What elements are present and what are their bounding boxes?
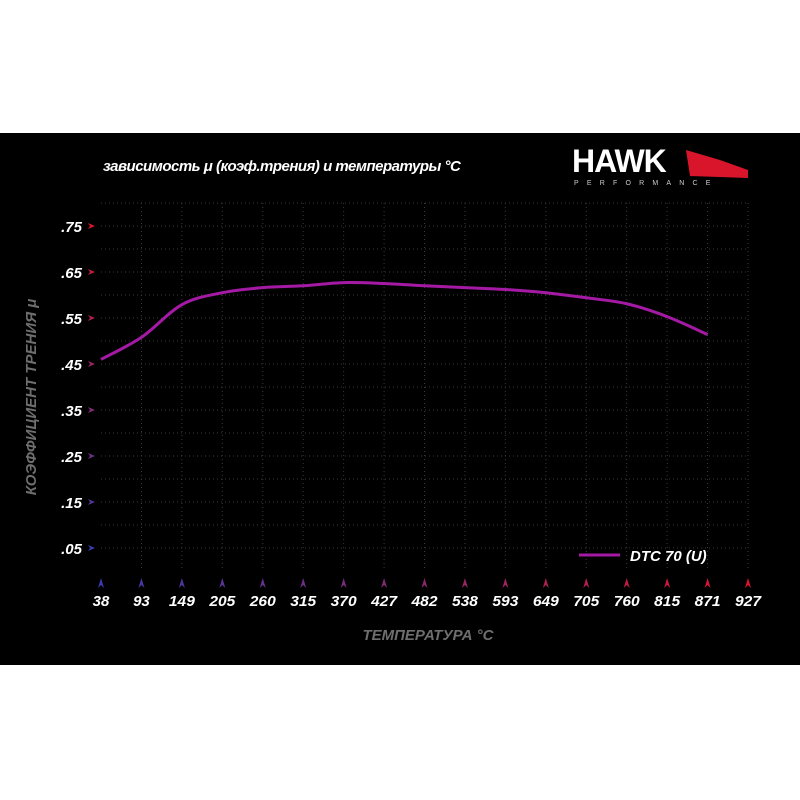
x-tick-arrow-icon	[98, 578, 104, 588]
y-tick-label: .75	[61, 219, 83, 236]
x-tick-label: 427	[370, 593, 398, 610]
x-tick-arrow-icon	[219, 578, 226, 588]
y-tick-arrow-icon	[88, 499, 95, 505]
x-tick-label: 927	[735, 593, 762, 610]
x-tick-label: 593	[492, 593, 519, 610]
x-tick-label: 482	[410, 593, 438, 610]
y-tick-arrow-icon	[88, 545, 95, 551]
y-tick-arrow-icon	[88, 407, 95, 413]
x-tick-arrow-icon	[583, 578, 590, 588]
x-tick-arrow-icon	[421, 578, 428, 588]
y-tick-arrow-icon	[88, 269, 95, 275]
chart-title: зависимость μ (коэф.трения) и температур…	[103, 158, 461, 175]
x-tick-label: 93	[133, 593, 150, 610]
x-axis-label: ТЕМПЕРАТУРА °C	[362, 627, 494, 644]
x-tick-label: 871	[695, 593, 721, 610]
x-tick-label: 149	[169, 593, 196, 610]
x-tick-arrow-icon	[461, 578, 468, 588]
logo-sub: PERFORMANCE	[574, 180, 719, 187]
y-tick-label: .05	[61, 541, 83, 558]
x-tick-label: 260	[249, 593, 277, 610]
x-tick-arrow-icon	[502, 578, 509, 588]
logo-brand: HAWK	[572, 143, 667, 179]
x-tick-arrow-icon	[340, 578, 347, 588]
x-tick-arrow-icon	[542, 578, 549, 588]
y-tick-label: .65	[61, 265, 83, 282]
y-tick-label: .25	[61, 449, 83, 466]
x-tick-arrow-icon	[745, 578, 751, 588]
x-tick-label: 370	[331, 593, 358, 610]
y-tick-label: .55	[61, 311, 83, 328]
x-tick-label: 649	[533, 593, 560, 610]
hawk-logo: HAWK PERFORMANCE	[572, 143, 752, 190]
x-tick-label: 538	[452, 593, 479, 610]
y-tick-label: .45	[61, 357, 83, 374]
y-tick-arrow-icon	[88, 453, 95, 459]
x-tick-arrow-icon	[623, 578, 630, 588]
x-tick-arrow-icon	[664, 578, 671, 588]
y-axis-label: КОЭФФИЦИЕНТ ТРЕНИЯ μ	[23, 299, 40, 496]
y-tick-arrow-icon	[88, 223, 95, 229]
x-tick-label: 38	[93, 593, 110, 610]
x-tick-label: 705	[573, 593, 600, 610]
y-tick-label: .15	[61, 495, 83, 512]
x-tick-arrow-icon	[259, 578, 266, 588]
y-tick-arrow-icon	[88, 361, 95, 367]
x-tick-label: 815	[654, 593, 681, 610]
x-tick-arrow-icon	[381, 578, 388, 588]
x-tick-arrow-icon	[704, 578, 711, 588]
x-tick-label: 315	[290, 593, 317, 610]
logo-wing-icon	[686, 150, 748, 178]
x-tick-arrow-icon	[178, 578, 185, 588]
series-line-0	[100, 280, 709, 361]
legend-label: DTC 70 (U)	[630, 548, 707, 565]
x-tick-arrow-icon	[138, 578, 145, 588]
x-tick-label: 205	[208, 593, 236, 610]
y-tick-arrow-icon	[88, 315, 95, 321]
y-tick-label: .35	[61, 403, 83, 420]
x-tick-label: 760	[614, 593, 641, 610]
x-tick-arrow-icon	[300, 578, 307, 588]
